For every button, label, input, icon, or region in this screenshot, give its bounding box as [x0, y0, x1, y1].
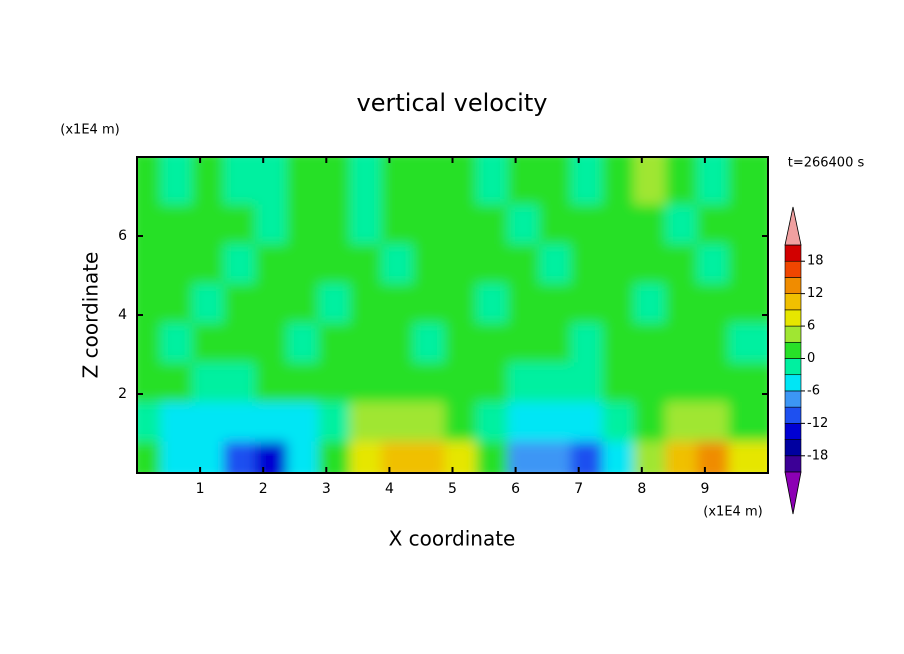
colorbar-bin: [784, 406, 802, 424]
x-axis-label: X coordinate: [389, 527, 516, 551]
field: [137, 157, 768, 473]
colorbar-tick-label: -12: [807, 416, 828, 431]
colorbar-bin: [784, 358, 802, 376]
colorbar-bin: [784, 374, 802, 392]
x-tick-label: 7: [574, 481, 583, 497]
colorbar-tick-label: 12: [807, 286, 824, 301]
colorbar-bin: [784, 244, 802, 262]
colorbar-bin: [784, 293, 802, 311]
field-cell: [728, 157, 768, 205]
x-tick-label: 5: [448, 481, 457, 497]
y-tick-label: 6: [118, 228, 127, 244]
x-tick-label: 2: [259, 481, 268, 497]
x-tick-label: 8: [637, 481, 646, 497]
annotation: t=266400 s: [788, 156, 865, 171]
x-tick-label: 6: [511, 481, 520, 497]
colorbar-tick-label: -18: [807, 448, 828, 463]
colorbar-bin: [784, 390, 802, 408]
y-unit: (x1E4 m): [60, 123, 119, 138]
colorbar-tick-label: 6: [807, 319, 815, 334]
colorbar-bin: [784, 325, 802, 343]
colorbar-bin: [784, 439, 802, 457]
colorbar-bin: [784, 309, 802, 327]
colorbar-under: [784, 471, 802, 515]
colorbar-tick-label: -6: [807, 383, 820, 398]
colorbar-bin: [784, 277, 802, 294]
y-tick-label: 2: [118, 386, 127, 402]
colorbar-tick-label: 0: [807, 351, 815, 366]
colorbar-tick-label: 18: [807, 254, 824, 269]
x-unit: (x1E4 m): [703, 505, 762, 520]
x-tick-label: 3: [322, 481, 331, 497]
x-tick-label: 4: [385, 481, 394, 497]
colorbar-over: [784, 206, 802, 246]
y-tick-label: 4: [118, 307, 127, 323]
colorbar-bin: [784, 341, 802, 359]
x-tick-label: 9: [700, 481, 709, 497]
x-tick-label: 1: [196, 481, 205, 497]
y-axis-label: Z coordinate: [79, 252, 103, 379]
colorbar-bin: [784, 260, 802, 278]
colorbar-bin: [784, 423, 802, 440]
chart-title: vertical velocity: [357, 89, 548, 117]
colorbar-bin: [784, 455, 802, 473]
